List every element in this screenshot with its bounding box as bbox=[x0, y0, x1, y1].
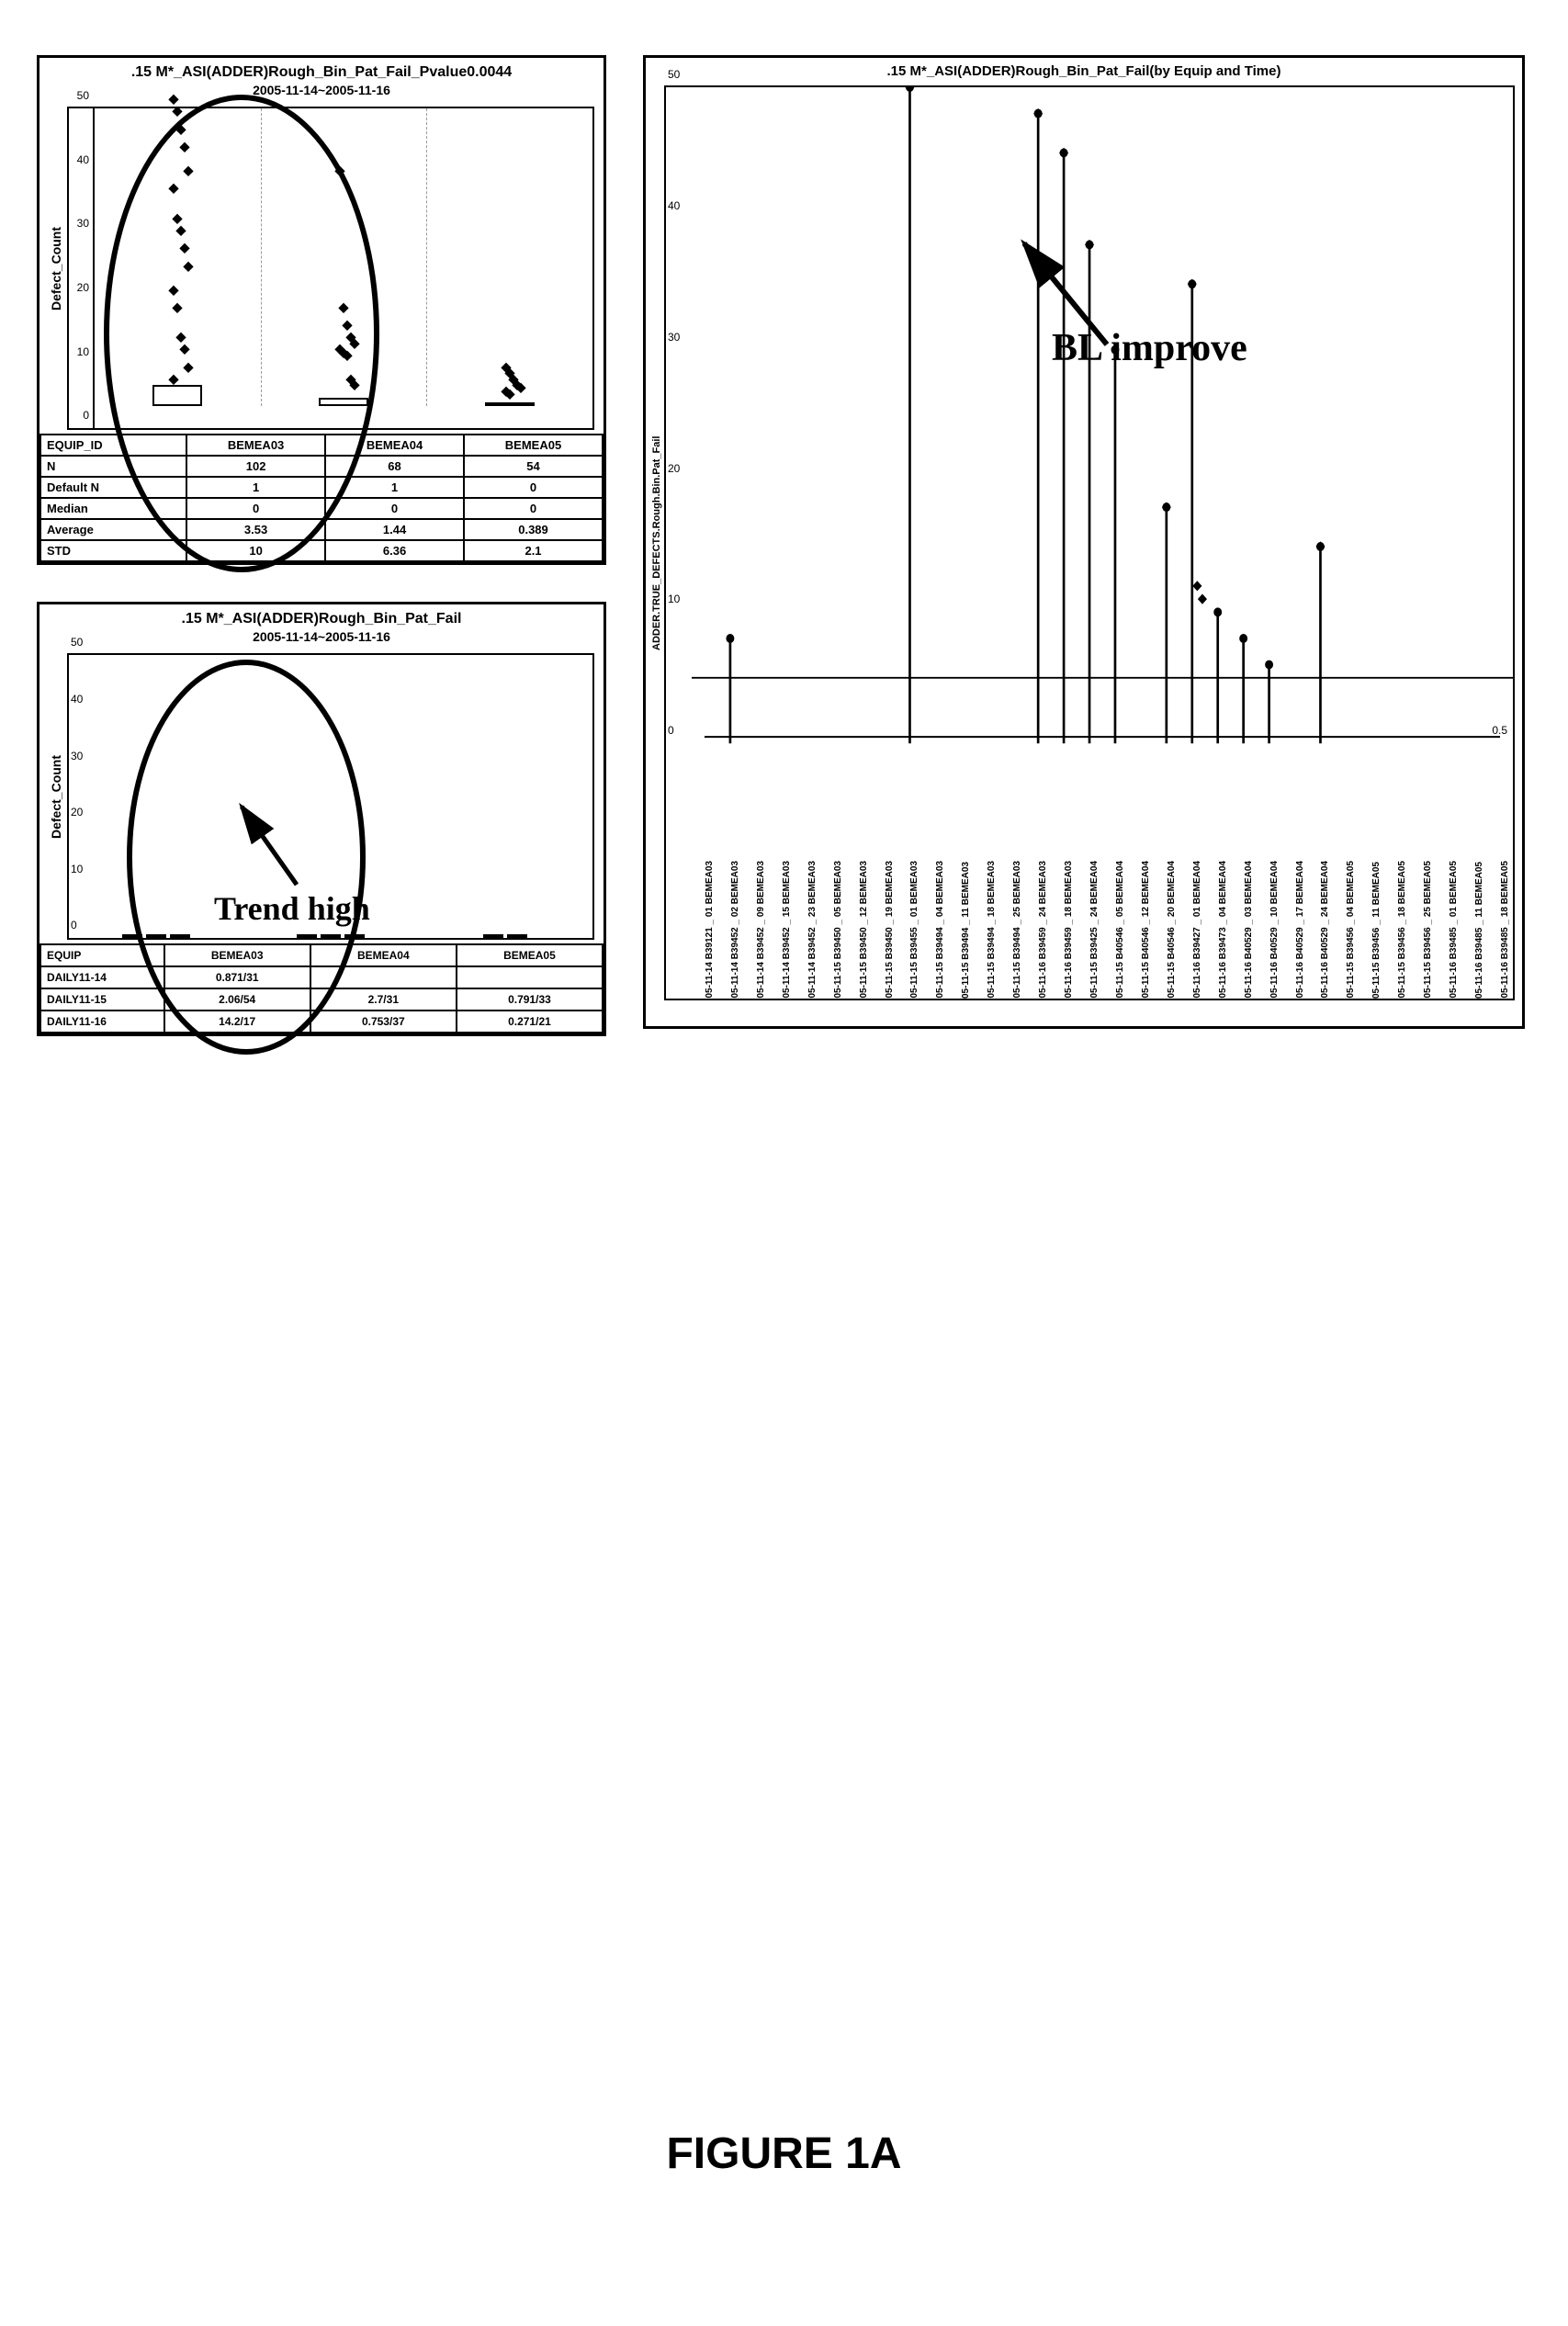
trend-annotation: Trend high bbox=[214, 889, 370, 928]
y-axis: 01020304050 bbox=[69, 108, 95, 428]
plot-frame: 01020304050 bbox=[67, 107, 594, 430]
right-column: .15 M*_ASI(ADDER)Rough_Bin_Pat_Fail(by E… bbox=[643, 55, 1525, 1036]
stats-table: EQUIP_IDBEMEA03BEMEA04BEMEA05N1026854Def… bbox=[39, 434, 604, 562]
panel-title: .15 M*_ASI(ADDER)Rough_Bin_Pat_Fail_Pval… bbox=[39, 58, 604, 83]
bar-trend-panel: .15 M*_ASI(ADDER)Rough_Bin_Pat_Fail 2005… bbox=[37, 602, 606, 1036]
panel-title: .15 M*_ASI(ADDER)Rough_Bin_Pat_Fail(by E… bbox=[646, 58, 1522, 82]
panel-subtitle: 2005-11-14~2005-11-16 bbox=[39, 83, 604, 103]
y-axis-label: Defect_Count bbox=[45, 107, 67, 430]
chart-area: Defect_Count 01020304050 bbox=[39, 103, 604, 434]
panel-subtitle: 2005-11-14~2005-11-16 bbox=[39, 629, 604, 649]
y-axis-label: Defect_Count bbox=[45, 653, 67, 940]
annotation-arrow bbox=[1006, 234, 1144, 372]
x-axis-labels: 05-11-14 B39121 _ 01 BEMEA0305-11-14 B39… bbox=[692, 741, 1513, 999]
chart-area: ADDER.TRUE_DEFECTS.Rough.Bin.Pat_Fail BL… bbox=[646, 82, 1522, 1004]
figure-label: FIGURE 1A bbox=[666, 2128, 901, 2179]
left-column: .15 M*_ASI(ADDER)Rough_Bin_Pat_Fail_Pval… bbox=[37, 55, 606, 1036]
y-axis-label: ADDER.TRUE_DEFECTS.Rough.Bin.Pat_Fail bbox=[649, 85, 664, 1000]
figure-layout: .15 M*_ASI(ADDER)Rough_Bin_Pat_Fail_Pval… bbox=[37, 55, 1531, 1036]
plot-area bbox=[95, 108, 592, 406]
panel-title: .15 M*_ASI(ADDER)Rough_Bin_Pat_Fail bbox=[39, 604, 604, 629]
daily-table: EQUIPBEMEA03BEMEA04BEMEA05DAILY11-140.87… bbox=[39, 943, 604, 1033]
plot-frame: BL improve 05-11-14 B39121 _ 01 BEMEA030… bbox=[664, 85, 1515, 1000]
scatter-boxplot-panel: .15 M*_ASI(ADDER)Rough_Bin_Pat_Fail_Pval… bbox=[37, 55, 606, 565]
timeseries-panel: .15 M*_ASI(ADDER)Rough_Bin_Pat_Fail(by E… bbox=[643, 55, 1525, 1029]
annotation-arrow bbox=[223, 797, 333, 889]
